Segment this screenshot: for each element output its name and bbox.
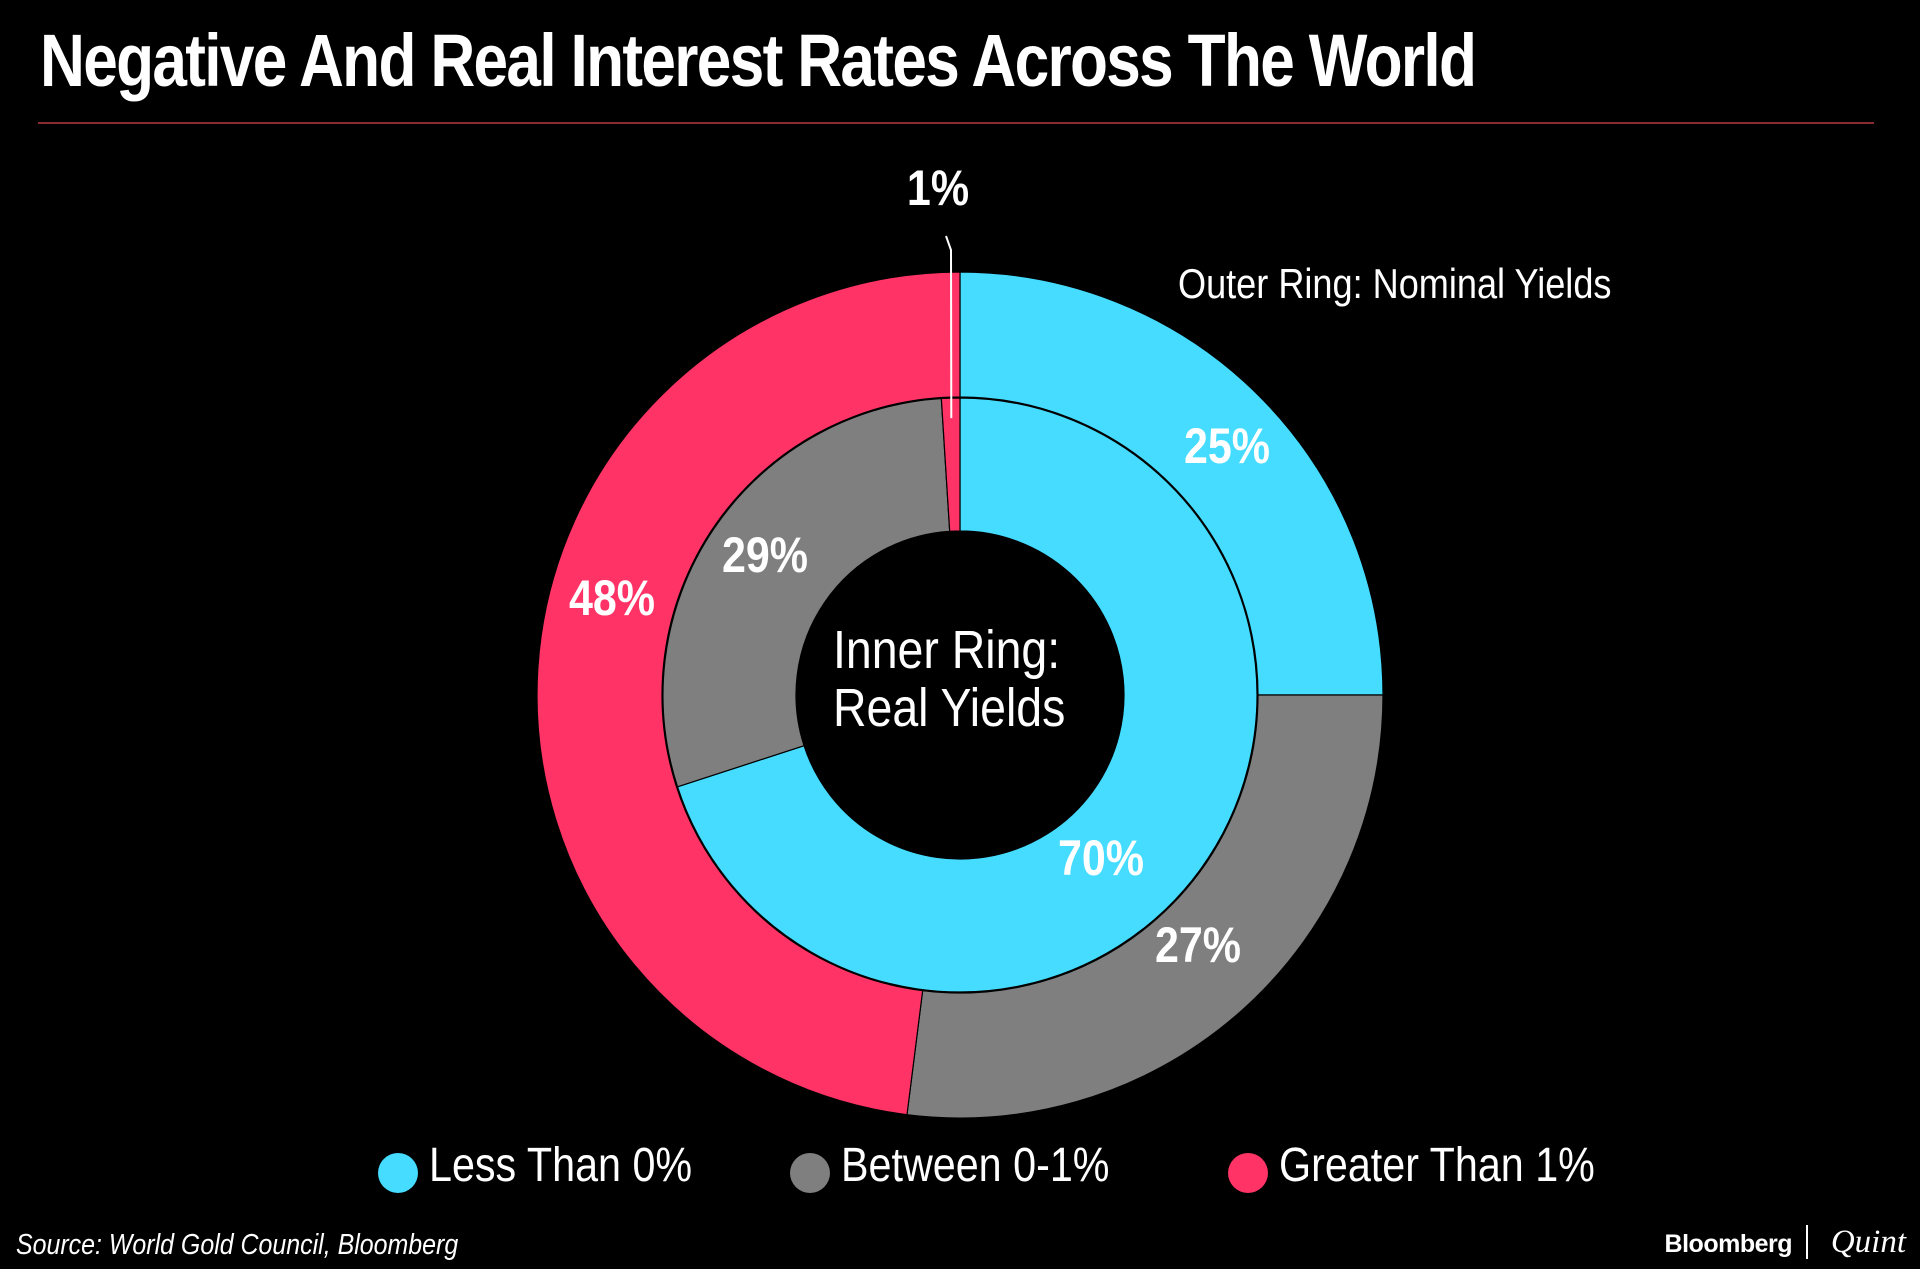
inner-ring-label-greater-than-1: 1%: [907, 160, 969, 216]
inner-ring-label-between-0-1: 29%: [722, 527, 808, 583]
inner-ring-slice-greater-than-1: [940, 397, 961, 532]
outer-ring-label-greater-than-1: 48%: [569, 570, 655, 626]
outer-ring-label-between-0-1: 27%: [1155, 917, 1241, 973]
outer-ring-caption: Outer Ring: Nominal Yields: [1178, 262, 1611, 308]
center-caption-line-2: Real Yields: [833, 677, 1065, 738]
inner-ring-label-leader-line: [945, 235, 953, 419]
outer-ring-slice-less-than-0: [959, 271, 1384, 696]
outer-ring-slice-between-0-1: [906, 694, 1384, 1119]
inner-ring-slice-less-than-0: [676, 397, 1258, 993]
brand-divider: [1806, 1225, 1808, 1259]
outer-ring-nominal-yields: [536, 271, 1384, 1119]
center-caption-line-1: Inner Ring:: [833, 619, 1060, 680]
legend-swatch-between-0-1: [790, 1153, 830, 1193]
inner-ring-real-yields: [662, 397, 1258, 993]
inner-ring-label-less-than-0: 70%: [1058, 830, 1144, 886]
legend-swatch-greater-than-1: [1228, 1153, 1268, 1193]
legend-swatch-less-than-0: [378, 1153, 418, 1193]
legend-label-less-than-0: Less Than 0%: [429, 1139, 693, 1192]
brand-bloomberg: Bloomberg: [1664, 1230, 1793, 1258]
brand-logo: Bloomberg Quint: [1664, 1223, 1906, 1263]
chart-labels: 25% 27% 48% 70% 29% 1% Outer Ring: Nominal Yie…: [569, 160, 1612, 973]
outer-ring-label-less-than-0: 25%: [1184, 418, 1270, 474]
title-divider: [38, 122, 1874, 124]
chart-title: Negative And Real Interest Rates Across …: [40, 19, 1477, 102]
inner-ring-slice-between-0-1: [662, 397, 951, 788]
legend-label-between-0-1: Between 0-1%: [841, 1139, 1110, 1192]
outer-ring-slice-greater-than-1: [536, 271, 961, 1116]
source-note: Source: World Gold Council, Bloomberg: [16, 1229, 459, 1261]
legend-label-greater-than-1: Greater Than 1%: [1279, 1139, 1595, 1192]
brand-quint: Quint: [1830, 1224, 1906, 1260]
